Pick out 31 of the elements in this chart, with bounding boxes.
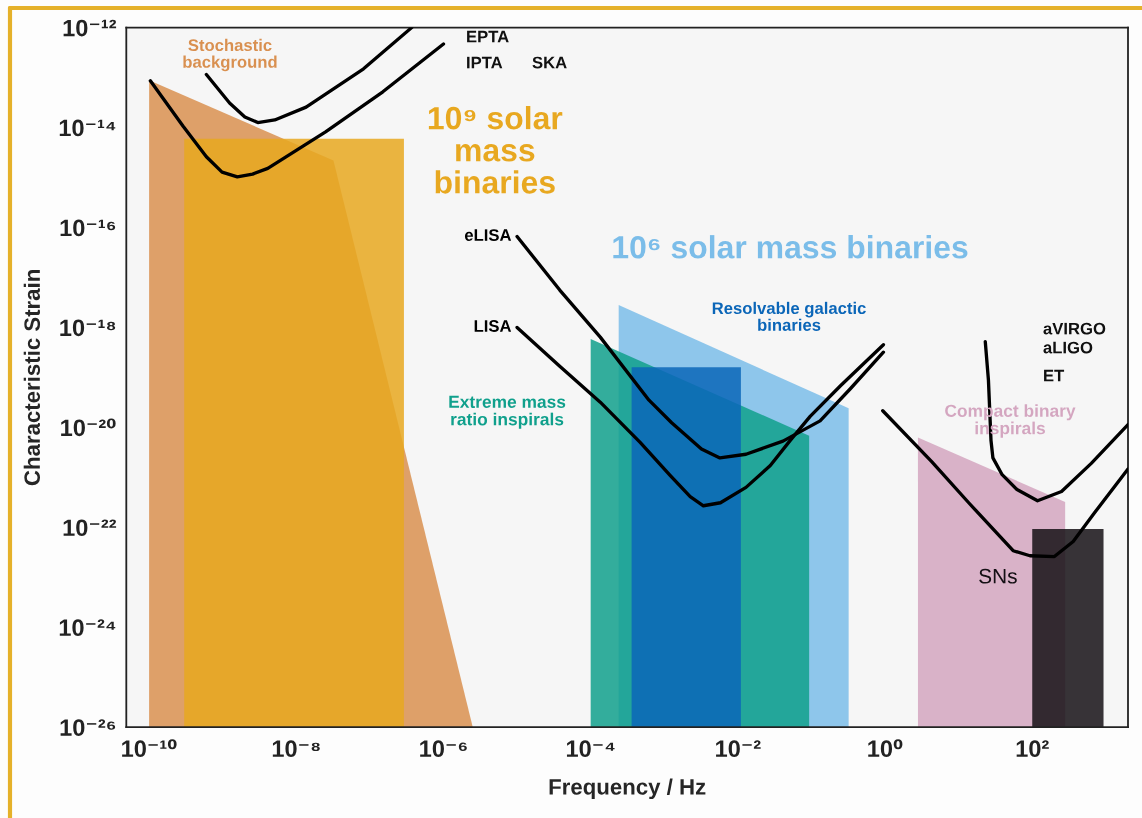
series-label: 10⁹ solar mass binaries xyxy=(428,105,563,194)
y-tick-label: 10⁻¹⁴ xyxy=(59,119,116,137)
annotation: EPTA xyxy=(467,30,509,43)
y-tick-label: 10⁻²⁴ xyxy=(59,619,116,637)
y-tick-label: 10⁻¹⁶ xyxy=(60,219,116,237)
y-tick-label: 10⁻¹² xyxy=(63,19,117,37)
x-tick-label: 10⁻⁶ xyxy=(420,740,467,758)
y-tick-label: 10⁻¹⁸ xyxy=(60,319,116,337)
y-tick-label: 10⁻²⁶ xyxy=(60,719,116,736)
x-tick-label: 10⁻⁸ xyxy=(272,740,320,758)
text: Resolvable galactic binaries xyxy=(712,301,866,331)
series-label: eLISA xyxy=(464,229,512,241)
series-label: 10⁶ solar mass binaries xyxy=(613,235,968,259)
annotation: SKA xyxy=(532,56,567,69)
x-tick-label: 10⁻⁴ xyxy=(566,740,615,758)
series-label: Extreme mass ratio inspirals xyxy=(449,395,566,429)
annotation: aLIGO xyxy=(1043,341,1093,354)
x-axis-title: Frequency / Hz xyxy=(549,778,706,800)
y-tick-label: 10⁻²² xyxy=(63,519,117,537)
annotation: aVIRGO xyxy=(1043,322,1106,335)
series-label: SNs xyxy=(979,568,1017,584)
annotation: ET xyxy=(1044,369,1065,382)
x-tick-label: 10⁻¹⁰ xyxy=(122,739,177,758)
y-tick-label: 10⁻²⁰ xyxy=(61,418,116,437)
annotation: IPTA xyxy=(467,56,503,69)
x-tick-label: 10⁻² xyxy=(716,740,761,758)
y-axis-title: Characteristic Strain xyxy=(23,270,41,486)
series-label: Stochastic background xyxy=(183,38,277,72)
x-tick-label: 10⁰ xyxy=(868,739,903,758)
series-label: LISA xyxy=(474,320,512,332)
x-tick-label: 10² xyxy=(1016,740,1049,758)
